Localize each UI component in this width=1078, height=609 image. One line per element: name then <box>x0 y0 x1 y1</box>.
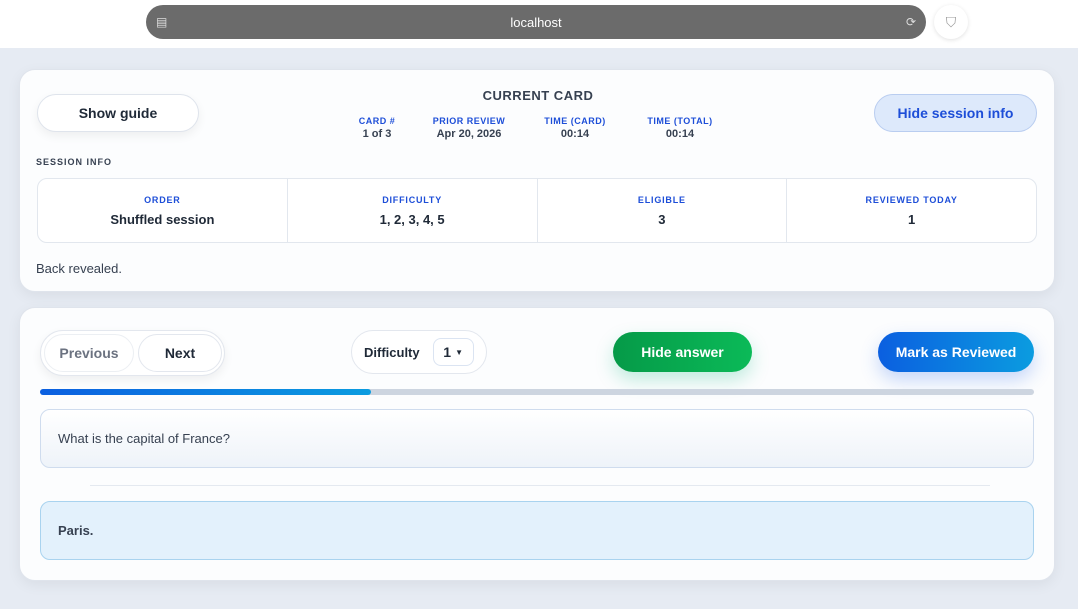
session-difficulty: DIFFICULTY 1, 2, 3, 4, 5 <box>288 179 538 242</box>
cell-label: ELIGIBLE <box>637 195 686 205</box>
meta-label: TIME (CARD) <box>544 116 606 126</box>
meta-value: 00:14 <box>665 128 695 140</box>
shield-icon[interactable]: ⛉ <box>934 5 968 39</box>
meta-value: 1 of 3 <box>362 128 392 140</box>
difficulty-group: Difficulty 1 ▼ <box>351 330 487 374</box>
session-info-grid: ORDER Shuffled session DIFFICULTY 1, 2, 3,… <box>37 178 1037 243</box>
progress-bar <box>40 389 1034 395</box>
meta-label: CARD # <box>358 116 396 126</box>
session-order: ORDER Shuffled session <box>38 179 288 242</box>
session-eligible: ELIGIBLE 3 <box>538 179 788 242</box>
cell-label: DIFFICULTY <box>382 195 443 205</box>
meta-time-card: TIME (CARD) 00:14 <box>544 116 606 140</box>
reload-icon[interactable]: ⟳ <box>905 15 916 29</box>
cell-value: 1 <box>908 212 916 227</box>
navigation-group: Previous Next <box>40 330 225 376</box>
status-text: Back revealed. <box>36 261 122 276</box>
flashcard-panel: Previous Next Difficulty 1 ▼ Hide answer … <box>19 307 1055 581</box>
hide-session-info-button[interactable]: Hide session info <box>874 94 1037 132</box>
difficulty-value: 1 <box>443 344 452 360</box>
meta-label: PRIOR REVIEW <box>432 116 506 126</box>
meta-prior-review: PRIOR REVIEW Apr 20, 2026 <box>433 116 506 140</box>
caret-down-icon: ▼ <box>455 347 463 357</box>
session-card: Show guide CURRENT CARD CARD # 1 of 3 PRI… <box>19 69 1055 292</box>
mark-reviewed-button[interactable]: Mark as Reviewed <box>878 332 1034 372</box>
cell-value: 3 <box>658 212 666 227</box>
next-button[interactable]: Next <box>138 334 222 372</box>
divider <box>90 485 990 486</box>
show-guide-button[interactable]: Show guide <box>37 94 199 132</box>
previous-button[interactable]: Previous <box>44 334 134 372</box>
cell-value: 1, 2, 3, 4, 5 <box>379 212 445 227</box>
cell-value: Shuffled session <box>110 212 215 227</box>
answer-box: Paris. <box>40 501 1034 560</box>
address-bar[interactable]: ▤ localhost ⟳ <box>146 5 926 39</box>
session-info-label: SESSION INFO <box>36 157 113 167</box>
session-reviewed-today: REVIEWED TODAY 1 <box>787 179 1036 242</box>
page-icon: ▤ <box>156 15 168 29</box>
progress-fill <box>40 389 371 395</box>
hide-answer-button[interactable]: Hide answer <box>613 332 752 372</box>
cell-label: REVIEWED TODAY <box>865 195 958 205</box>
browser-toolbar: ▤ localhost ⟳ ⛉ <box>0 0 1078 48</box>
meta-time-total: TIME (TOTAL) 00:14 <box>647 116 712 140</box>
meta-label: TIME (TOTAL) <box>647 116 713 126</box>
difficulty-select[interactable]: 1 ▼ <box>432 338 474 366</box>
url-text: localhost <box>510 14 562 30</box>
meta-card-number: CARD # 1 of 3 <box>359 116 396 140</box>
question-box: What is the capital of France? <box>40 409 1034 468</box>
meta-value: 00:14 <box>560 128 590 140</box>
difficulty-label: Difficulty <box>364 344 420 360</box>
cell-label: ORDER <box>144 195 181 205</box>
card-title: CURRENT CARD <box>482 88 594 103</box>
meta-value: Apr 20, 2026 <box>436 128 502 140</box>
